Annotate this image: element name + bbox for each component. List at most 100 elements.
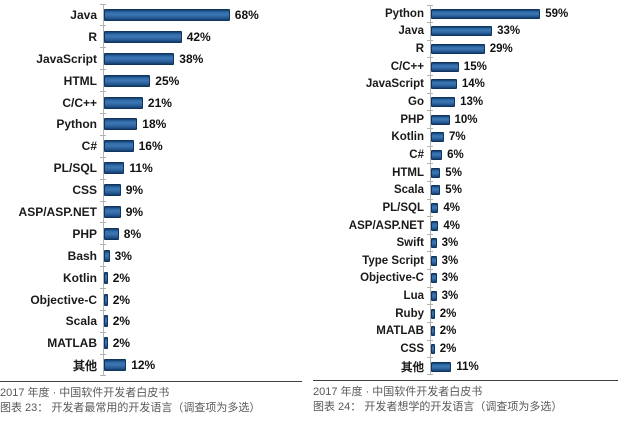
value-label: 9% xyxy=(125,204,144,219)
chart-row: Go 13% xyxy=(313,92,621,111)
bar xyxy=(431,326,435,337)
value-label: 11% xyxy=(129,161,153,176)
value-label: 38% xyxy=(179,51,204,66)
chart-row: CSS 9% xyxy=(0,178,308,202)
bar xyxy=(104,184,121,197)
footer-source-text: 2017 年度 · 中国软件开发者白皮书 xyxy=(313,386,483,399)
bar-zone: 59% xyxy=(427,4,621,23)
value-label: 15% xyxy=(463,60,487,73)
category-label: Objective-C xyxy=(360,272,424,285)
value-label: 3% xyxy=(441,237,459,250)
value-label: 5% xyxy=(445,166,462,179)
value-label: 2% xyxy=(112,270,131,285)
bar-zone: 29% xyxy=(427,39,621,58)
bar xyxy=(431,273,437,284)
category-label: Java xyxy=(398,25,424,38)
category-label: CSS xyxy=(72,183,97,198)
chart-row: Java 33% xyxy=(313,22,621,41)
category-label: C/C++ xyxy=(62,95,97,110)
chart-row: PHP 10% xyxy=(313,110,621,129)
chart-row: C/C++ 21% xyxy=(0,91,308,114)
chart-row: JavaScript 14% xyxy=(313,75,621,94)
category-label: ASP/ASP.NET xyxy=(348,219,424,232)
value-label: 4% xyxy=(443,219,461,232)
bar xyxy=(431,97,456,108)
value-label: 2% xyxy=(439,307,457,320)
value-label: 21% xyxy=(147,95,172,110)
bar-zone: 7% xyxy=(427,127,621,147)
chart-row: C# 6% xyxy=(313,145,621,164)
bar-zone: 2% xyxy=(100,288,308,311)
bar xyxy=(104,337,108,350)
chart-row: JavaScript 38% xyxy=(0,47,308,70)
bar xyxy=(431,167,441,178)
value-label: 8% xyxy=(123,226,142,241)
category-label: Type Script xyxy=(362,254,424,267)
category-label: PHP xyxy=(400,113,424,126)
value-label: 2% xyxy=(439,342,457,355)
bar xyxy=(104,96,143,109)
chart-row: Kotlin 2% xyxy=(0,266,308,289)
category-label: 其他 xyxy=(401,361,424,374)
chart-row: Objective-C 3% xyxy=(313,269,621,288)
chart-row: Ruby 2% xyxy=(313,304,621,323)
bar xyxy=(431,149,443,160)
bar xyxy=(431,185,441,196)
category-label: ASP/ASP.NET xyxy=(18,204,97,219)
chart-row: R 29% xyxy=(313,39,621,58)
bar-zone: 3% xyxy=(427,286,621,305)
bar xyxy=(431,79,457,90)
chart-row: Python 18% xyxy=(0,112,308,136)
category-label: Go xyxy=(408,96,424,109)
bar-zone: 16% xyxy=(100,134,308,158)
category-label: CSS xyxy=(400,342,424,355)
bar xyxy=(431,361,452,372)
value-label: 25% xyxy=(155,73,180,88)
bar xyxy=(104,227,119,240)
bar-zone: 38% xyxy=(100,47,308,70)
chart-panel-want-to-learn-languages: Python 59% Java 33% R 29% C/C++ 15% JavaScript 14… xyxy=(313,0,621,425)
bar xyxy=(431,343,435,354)
bar-zone: 2% xyxy=(427,339,621,358)
bar-zone: 6% xyxy=(427,145,621,164)
category-label: Objective-C xyxy=(30,292,97,307)
bar xyxy=(431,114,450,125)
bar-zone: 33% xyxy=(427,22,621,41)
bar xyxy=(431,44,485,55)
chart-footer-right: 2017 年度 · 中国软件开发者白皮书 图表 24： 开发者想学的开发语言（调… xyxy=(313,380,618,415)
chart-row: PL/SQL 4% xyxy=(313,198,621,217)
bar-zone: 14% xyxy=(427,75,621,94)
value-label: 13% xyxy=(460,96,484,109)
bar-zone: 25% xyxy=(100,69,308,92)
value-label: 4% xyxy=(443,201,461,214)
bar xyxy=(104,52,175,65)
chart-row: HTML 25% xyxy=(0,69,308,92)
chart-row: MATLAB 2% xyxy=(313,322,621,341)
category-label: MATLAB xyxy=(376,325,424,338)
category-label: 其他 xyxy=(72,358,97,373)
chart-panel-most-used-languages: Java 68% R 42% JavaScript 38% HTML 25% C/C++ 21% P… xyxy=(0,0,308,425)
category-label: R xyxy=(88,29,97,44)
bar-zone: 15% xyxy=(427,57,621,76)
bar xyxy=(431,308,435,319)
chart-row: CSS 2% xyxy=(313,339,621,358)
chart-row: Lua 3% xyxy=(313,286,621,305)
chart-rows-want-to-learn: Python 59% Java 33% R 29% C/C++ 15% JavaScript 14… xyxy=(313,0,621,376)
bar xyxy=(104,359,127,372)
value-label: 33% xyxy=(497,25,521,38)
bar xyxy=(431,132,444,143)
value-label: 6% xyxy=(447,148,464,161)
bar xyxy=(431,61,459,72)
bar xyxy=(431,220,439,231)
value-label: 14% xyxy=(461,78,485,91)
chart-footer-left: 2017 年度 · 中国软件开发者白皮书 图表 23： 开发者最常用的开发语言（… xyxy=(0,381,302,416)
bar-zone: 12% xyxy=(100,353,308,377)
bar-zone: 2% xyxy=(427,322,621,341)
chart-row: Type Script 3% xyxy=(313,251,621,270)
footer-source-text: 2017 年度 · 中国软件开发者白皮书 xyxy=(0,387,170,400)
value-label: 2% xyxy=(112,292,131,307)
bar-zone: 10% xyxy=(427,110,621,129)
chart-row: Scala 2% xyxy=(0,309,308,333)
chart-row: Scala 5% xyxy=(313,180,621,200)
